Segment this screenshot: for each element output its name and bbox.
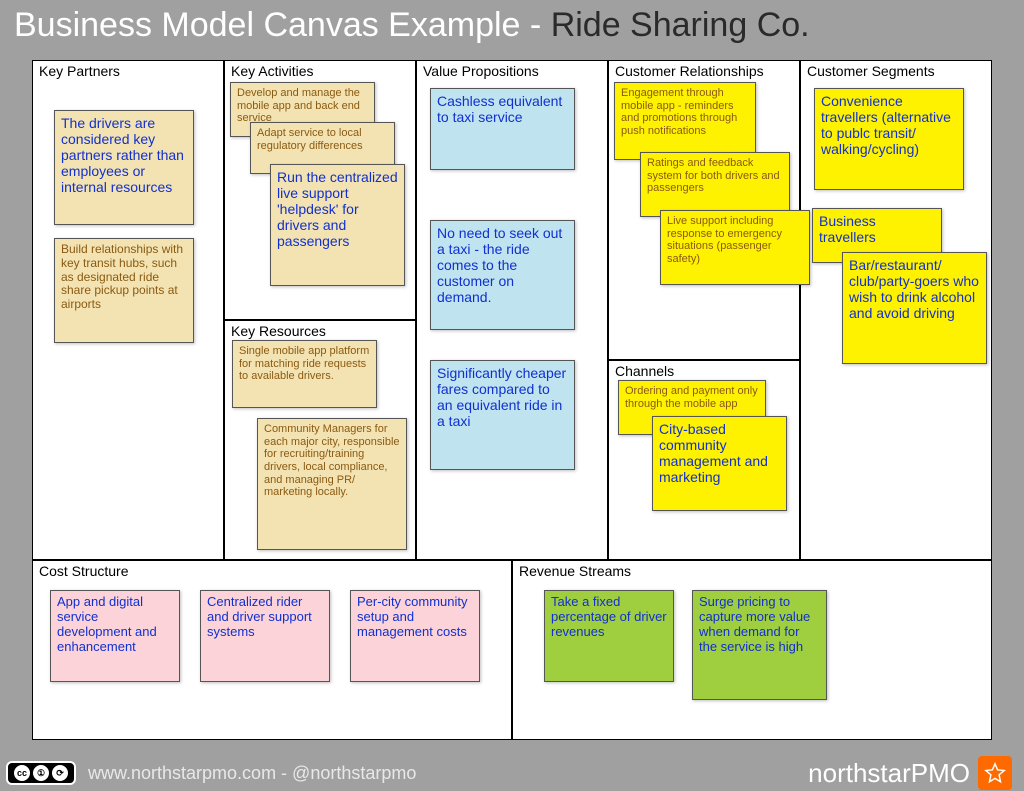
cell-label-value-propositions: Value Propositions [423,63,539,79]
page-title: Business Model Canvas Example - Ride Sha… [14,6,810,45]
business-model-canvas: Key Partners Key Activities Key Resources V… [32,60,992,740]
sticky-note-co1: App and digital service development and … [50,590,180,682]
star-icon [978,756,1012,790]
cell-label-cost-structure: Cost Structure [39,563,128,579]
sticky-note-kp2: Build relationships with key transit hub… [54,238,194,343]
cc-icon: cc [14,765,30,781]
sticky-note-rv1: Take a fixed percentage of driver revenu… [544,590,674,682]
sticky-note-cs1: Convenience travellers (alternative to p… [814,88,964,190]
sticky-note-cr1: Engagement through mobile app - reminder… [614,82,756,160]
sticky-note-vp2: No need to seek out a taxi - the ride co… [430,220,575,330]
footer-brand: northstarPMO [808,756,1012,790]
sticky-note-rv2: Surge pricing to capture more value when… [692,590,827,700]
sticky-note-cr2: Ratings and feedback system for both dri… [640,152,790,217]
cell-label-channels: Channels [615,363,674,379]
cell-label-customer-relationships: Customer Relationships [615,63,764,79]
cell-label-key-resources: Key Resources [231,323,326,339]
cc-license-badge: cc ① ⟳ [6,761,76,785]
sa-icon: ⟳ [52,765,68,781]
sticky-note-co2: Centralized rider and driver support sys… [200,590,330,682]
brand-text: northstarPMO [808,758,970,789]
sticky-note-ka3: Run the centralized live support 'helpde… [270,164,405,286]
by-icon: ① [33,765,49,781]
cell-label-revenue-streams: Revenue Streams [519,563,631,579]
sticky-note-co3: Per-city community setup and management … [350,590,480,682]
sticky-note-kr2: Community Managers for each major city, … [257,418,407,550]
sticky-note-kr1: Single mobile app platform for matching … [232,340,377,408]
footer-url: www.northstarpmo.com - @northstarpmo [88,763,416,784]
footer-left: cc ① ⟳ www.northstarpmo.com - @northstar… [6,761,416,785]
sticky-note-ch2: City-based community management and mark… [652,416,787,511]
title-prefix: Business Model Canvas Example - [14,6,551,44]
title-subject: Ride Sharing Co. [551,6,810,44]
sticky-note-kp1: The drivers are considered key partners … [54,110,194,225]
sticky-note-cs3: Bar/restaurant/ club/party-goers who wis… [842,252,987,364]
sticky-note-cr3: Live support including response to emerg… [660,210,810,285]
sticky-note-vp3: Significantly cheaper fares compared to … [430,360,575,470]
cell-label-key-partners: Key Partners [39,63,120,79]
cell-label-key-activities: Key Activities [231,63,313,79]
cell-label-customer-segments: Customer Segments [807,63,935,79]
footer-bar: cc ① ⟳ www.northstarpmo.com - @northstar… [0,755,1024,791]
sticky-note-vp1: Cashless equivalent to taxi service [430,88,575,170]
